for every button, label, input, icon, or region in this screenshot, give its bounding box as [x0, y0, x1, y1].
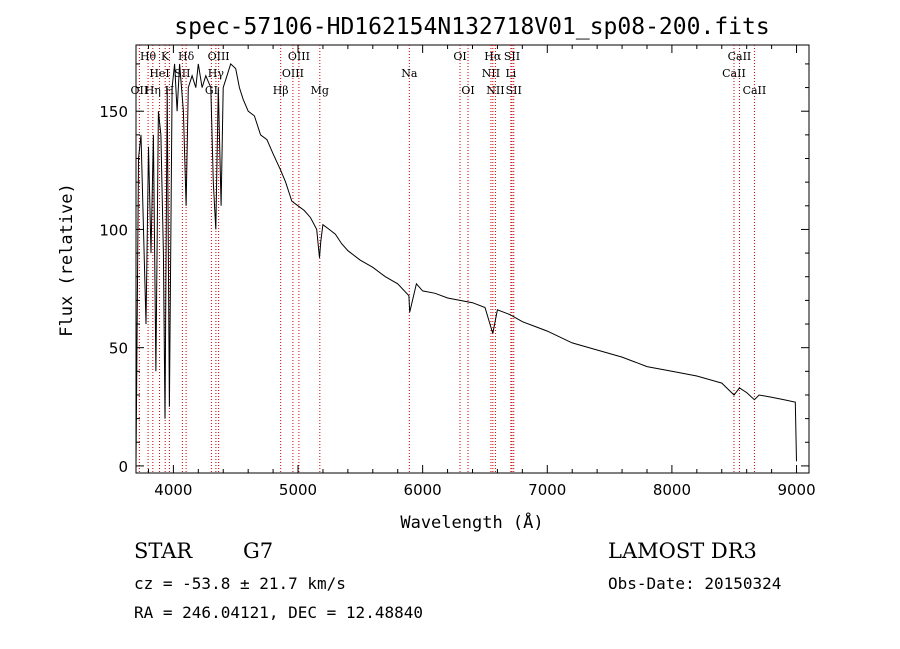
object-subclass: G7 [243, 539, 274, 563]
redshift-cz: cz = -53.8 ± 21.7 km/s [134, 574, 346, 593]
line-label-10: OIII [208, 50, 230, 63]
y-tick-label-0: 0 [118, 458, 128, 476]
x-tick-label-5: 9000 [777, 481, 815, 499]
survey-name: LAMOST DR3 [608, 539, 757, 563]
y-tick-label-1: 50 [109, 340, 128, 358]
line-label-0: OII [131, 84, 149, 97]
x-axis-ticks: 4000 5000 6000 7000 8000 9000 [147, 45, 816, 499]
plot-frame [135, 44, 810, 474]
x-tick-label-3: 7000 [528, 481, 566, 499]
object-class: STAR [134, 539, 193, 563]
flux-series-line [135, 62, 797, 466]
line-label-19: Hα [484, 50, 502, 63]
line-label-2: Hη [145, 84, 161, 97]
line-label-13: OIII [288, 50, 310, 63]
x-axis-label: Wavelength (Å) [400, 511, 543, 533]
line-label-17: OI [461, 84, 474, 97]
spectral-line-markers [138, 45, 755, 473]
x-tick-label-4: 8000 [653, 481, 691, 499]
line-label-24: CaII [722, 67, 746, 80]
line-label-20: NII [486, 84, 504, 97]
line-label-1: Hθ [140, 50, 157, 63]
x-tick-label-2: 6000 [404, 481, 442, 499]
line-label-15: Na [401, 67, 418, 80]
line-label-21: SII [504, 50, 520, 63]
line-label-23: SII [506, 84, 522, 97]
line-label-25: CaII [728, 50, 752, 63]
line-label-6: Hδ [178, 50, 195, 63]
line-label-8: GI [205, 84, 218, 97]
y-tick-label-2: 100 [99, 221, 128, 239]
y-axis-label: Flux (relative) [57, 183, 77, 337]
line-label-5: H [165, 84, 175, 97]
line-label-12: OIII [282, 67, 304, 80]
line-label-18: NII [482, 67, 500, 80]
line-label-26: CaII [743, 84, 767, 97]
line-label-4: K [161, 50, 170, 63]
chart-title: spec-57106-HD162154N132718V01_sp08-200.f… [174, 14, 769, 40]
y-tick-label-3: 150 [99, 103, 128, 121]
line-label-7: SII [174, 67, 190, 80]
line-label-14: Mg [311, 84, 329, 97]
spectral-line-labels: OII Hθ Hη HeI K H Hδ SII GI Hγ OIII Hβ OIII OIII Mg Na O… [131, 50, 767, 97]
line-label-22: Li [505, 67, 516, 80]
line-label-16: OI [453, 50, 466, 63]
y-axis-ticks: 0 50 100 150 [99, 63, 809, 476]
line-label-9: Hγ [208, 67, 225, 80]
line-label-11: Hβ [273, 84, 289, 97]
observation-date: Obs-Date: 20150324 [608, 574, 782, 593]
line-label-3: HeI [149, 67, 169, 80]
coordinates: RA = 246.04121, DEC = 12.48840 [134, 603, 423, 622]
x-tick-label-0: 4000 [154, 481, 192, 499]
x-tick-label-1: 5000 [279, 481, 317, 499]
